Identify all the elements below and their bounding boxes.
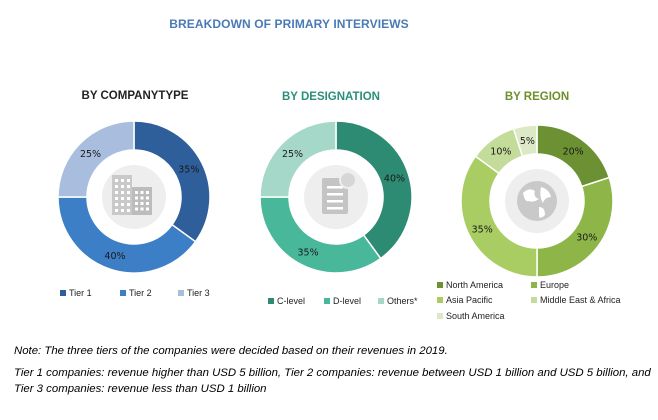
slice-south-america [512,124,538,158]
legend-item-south-america: South America [437,311,505,321]
legend-designation: C-level D-level Others* [268,296,438,310]
legend-item-europe: Europe [531,280,569,290]
legend-swatch [437,282,443,288]
donut-chart-2: 20% 30% 35% 10% 5% [460,124,614,278]
page-title: BREAKDOWN OF PRIMARY INTERVIEWS [169,17,409,31]
notes: Note: The three tiers of the companies w… [14,343,654,403]
legend-swatch [437,297,443,303]
building-icon [112,175,152,215]
legend-swatch [324,298,330,304]
legend-swatch [60,290,66,296]
chart-title-designation: BY DESIGNATION [282,91,380,103]
legend-label: South America [446,311,505,321]
data-label-tier-3: 25% [80,149,101,160]
legend-item-asia-pacific: Asia Pacific [437,295,493,305]
data-label-tier-2: 40% [104,251,125,262]
data-label-d-level: 35% [298,247,319,258]
data-label-south-america: 5% [520,136,535,147]
legend-item-tier-3: Tier 3 [178,288,210,298]
legend-item-d-level: D-level [324,296,361,306]
legend-company-type: Tier 1 Tier 2 Tier 3 [60,288,220,302]
legend-swatch [437,313,443,319]
legend-label: Europe [540,280,570,290]
legend-label: Tier 2 [129,288,152,298]
legend-label: Others* [387,296,418,306]
data-label-c-level: 40% [384,173,405,184]
legend-swatch [531,297,537,303]
chart-title-company-type: BY COMPANYTYPE [81,90,189,102]
legend-label: Asia Pacific [446,295,493,305]
slice-others- [259,120,337,198]
legend-label: Tier 3 [187,288,210,298]
data-label-middle-east-africa: 10% [490,147,511,158]
legend-swatch [178,290,184,296]
legend-swatch [378,298,384,304]
legend-label: C-level [277,296,306,306]
donut-charts: 35% 40% 25% 40% 35% 25% 20% 30% 35% 10% 5% [57,120,614,278]
donut-chart-0: 35% 40% 25% [57,120,211,274]
data-label-others-: 25% [282,149,303,160]
legend-region: North America Europe Asia Pacific Middle Ea… [437,280,647,330]
chart-title-region: BY REGION [504,91,570,103]
data-label-europe: 30% [576,233,597,244]
slice-tier-2 [57,196,197,274]
legend-label: North America [446,280,504,290]
slice-c-level [335,120,413,260]
legend-item-tier-2: Tier 2 [120,288,152,298]
legend-swatch [268,298,274,304]
legend-label: Middle East & Africa [540,295,621,305]
data-label-north-america: 20% [563,147,584,158]
legend-swatch [531,282,537,288]
slice-tier-3 [57,120,135,198]
legend-label: Tier 1 [69,288,92,298]
data-label-asia-pacific: 35% [472,224,493,235]
legend-item-tier-1: Tier 1 [60,288,92,298]
globe-icon [517,181,557,221]
data-label-tier-1: 35% [178,165,199,176]
donut-chart-1: 40% 35% 25% [259,120,413,274]
legend-swatch [120,290,126,296]
legend-item-others-: Others* [378,296,418,306]
slice-d-level [259,196,382,274]
legend-item-middle-east-africa: Middle East & Africa [531,295,621,305]
slice-tier-1 [133,120,211,243]
note-tiers: Note: The three tiers of the companies w… [14,345,448,357]
legend-item-north-america: North America [437,280,503,290]
slice-asia-pacific [460,155,538,278]
legend-item-c-level: C-level [268,296,305,306]
legend-label: D-level [333,296,362,306]
document-icon [322,171,357,214]
note-tier-definitions: Tier 1 companies: revenue higher than US… [14,367,651,395]
